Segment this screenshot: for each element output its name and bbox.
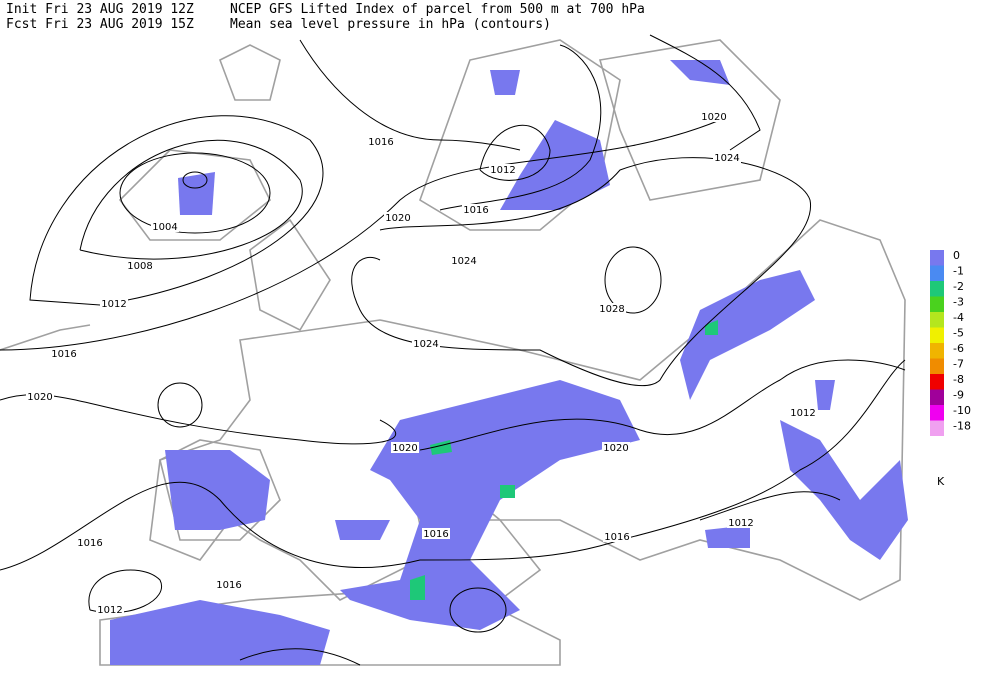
contour-label: 1012	[790, 408, 815, 419]
contour-label-bg	[126, 260, 154, 271]
legend-swatch	[930, 281, 944, 297]
contour-label-bg	[384, 212, 412, 223]
legend-label: -9	[953, 389, 964, 402]
contour-label: 1016	[368, 137, 393, 148]
contour-label: 1016	[77, 538, 102, 549]
contour-label-bg	[412, 338, 440, 349]
contour-label-bg	[367, 136, 395, 147]
legend-label: -7	[953, 358, 964, 371]
contour-label-bg	[462, 204, 490, 215]
contour-label: 1020	[701, 112, 726, 123]
contour-label-bg	[50, 348, 78, 359]
contour-label-bg	[151, 221, 179, 232]
legend-swatch	[930, 389, 944, 405]
legend-swatch	[930, 343, 944, 359]
legend-label: -5	[953, 327, 964, 340]
legend-swatch	[930, 327, 944, 343]
contour-label-bg	[727, 517, 755, 528]
contour-label-bg	[603, 531, 631, 542]
legend-label: -8	[953, 373, 964, 386]
contour-label-bg	[26, 391, 54, 402]
contour-label-bg	[489, 164, 517, 175]
contour-label: 1016	[51, 349, 76, 360]
contour-label-bg	[215, 579, 243, 590]
legend-swatch	[930, 296, 944, 312]
contour-label-bg	[598, 303, 626, 314]
contour-label: 1016	[604, 532, 629, 543]
contour-label: 1020	[385, 213, 410, 224]
pressure-contours	[0, 34, 906, 666]
legend-label: 0	[953, 249, 960, 262]
contour-label: 1020	[392, 443, 417, 454]
contour-label: 1020	[603, 443, 628, 454]
contour-label-bg	[713, 152, 741, 163]
legend-swatch	[930, 265, 944, 281]
legend-unit: K	[937, 475, 945, 488]
contour-label: 1024	[714, 153, 739, 164]
legend-label: -6	[953, 342, 964, 355]
contour-label-bg	[100, 298, 128, 309]
contour-label-bg	[422, 528, 450, 539]
legend-swatch	[930, 374, 944, 390]
contour-label: 1008	[127, 261, 152, 272]
contour-label: 1028	[599, 304, 624, 315]
init-time: Init Fri 23 AUG 2019 12Z	[6, 2, 194, 17]
legend-label: -4	[953, 311, 964, 324]
legend: 0 -1 -2 -3 -4 -5 -6 -7 -8 -9 -10 -18 K	[930, 249, 971, 488]
contour-label: 1016	[463, 205, 488, 216]
contour-label-bg	[700, 111, 728, 122]
contour-labels: 1016 1012 1016 1020 1020 1024 1004 1008 1012 1016…	[26, 111, 817, 616]
legend-swatch	[930, 312, 944, 328]
contour-label-bg	[602, 442, 630, 453]
legend-swatch	[930, 420, 944, 436]
map-subtitle: Mean sea level pressure in hPa (contours…	[230, 17, 551, 32]
contour-label-bg	[391, 442, 419, 453]
contour-label: 1024	[413, 339, 438, 350]
contour-label: 1016	[423, 529, 448, 540]
legend-swatch	[930, 405, 944, 421]
contour-label-bg	[450, 255, 478, 266]
contour-label: 1012	[490, 165, 515, 176]
legend-swatch	[930, 358, 944, 374]
legend-label: -10	[953, 404, 971, 417]
legend-label: -18	[953, 420, 971, 433]
forecast-time: Fcst Fri 23 AUG 2019 15Z	[6, 17, 194, 32]
lifted-index-areas	[110, 60, 908, 665]
contour-label: 1004	[152, 222, 177, 233]
contour-label: 1024	[451, 256, 476, 267]
contour-label-bg	[76, 537, 104, 548]
contour-label: 1012	[728, 518, 753, 529]
legend-label: -3	[953, 296, 964, 309]
map-title: NCEP GFS Lifted Index of parcel from 500…	[230, 2, 645, 17]
contour-label: 1020	[27, 392, 52, 403]
legend-label: -1	[953, 265, 964, 278]
contour-label: 1012	[97, 605, 122, 616]
legend-label: -2	[953, 280, 964, 293]
contour-label-bg	[789, 407, 817, 418]
contour-label: 1012	[101, 299, 126, 310]
contour-label-bg	[96, 604, 124, 615]
legend-swatch	[930, 250, 944, 266]
contour-label: 1016	[216, 580, 241, 591]
